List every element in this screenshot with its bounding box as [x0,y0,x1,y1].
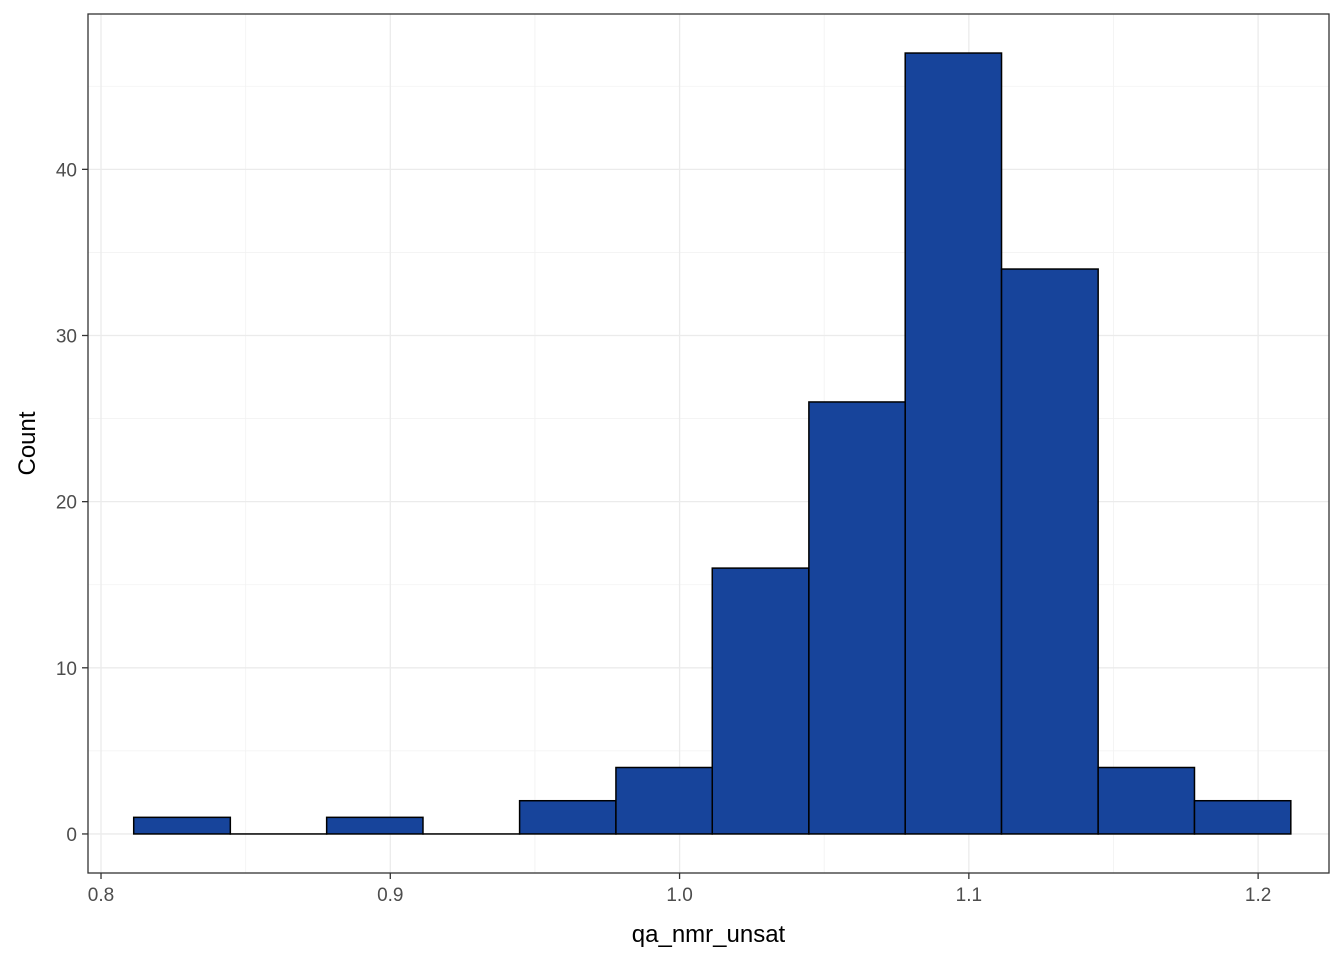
x-tick-label: 0.9 [377,885,403,906]
x-tick-label: 1.0 [666,885,692,906]
histogram-bars [132,52,1292,835]
x-axis-ticks: 0.8 0.9 1.0 1.1 1.2 [88,873,1271,906]
y-tick-label: 40 [56,160,77,181]
minor-gridlines [88,14,1329,873]
panel-background [88,14,1329,873]
histogram-bar-1 [132,816,232,835]
histogram-bar-10 [1000,268,1099,835]
histogram-bar-5 [518,799,617,835]
x-tick-label: 1.1 [956,885,982,906]
y-axis-title: Count [14,411,41,475]
histogram-bar-3 [325,816,424,835]
histogram-bar-7 [711,567,810,835]
histogram-bar-9 [904,52,1003,835]
y-tick-label: 30 [56,327,77,348]
y-axis-ticks: 0 10 20 30 40 [56,160,88,846]
x-tick-label: 0.8 [88,885,114,906]
panel-border [87,13,1330,874]
histogram-bar-8 [808,401,906,835]
histogram-bar-11 [1097,766,1196,835]
y-tick-label: 0 [66,825,77,846]
histogram-bar-12 [1193,799,1292,835]
histogram-bar-6 [615,766,714,835]
x-tick-label: 1.2 [1245,885,1271,906]
x-axis-title: qa_nmr_unsat [632,921,786,948]
y-tick-label: 20 [56,493,77,514]
y-tick-label: 10 [56,659,77,680]
